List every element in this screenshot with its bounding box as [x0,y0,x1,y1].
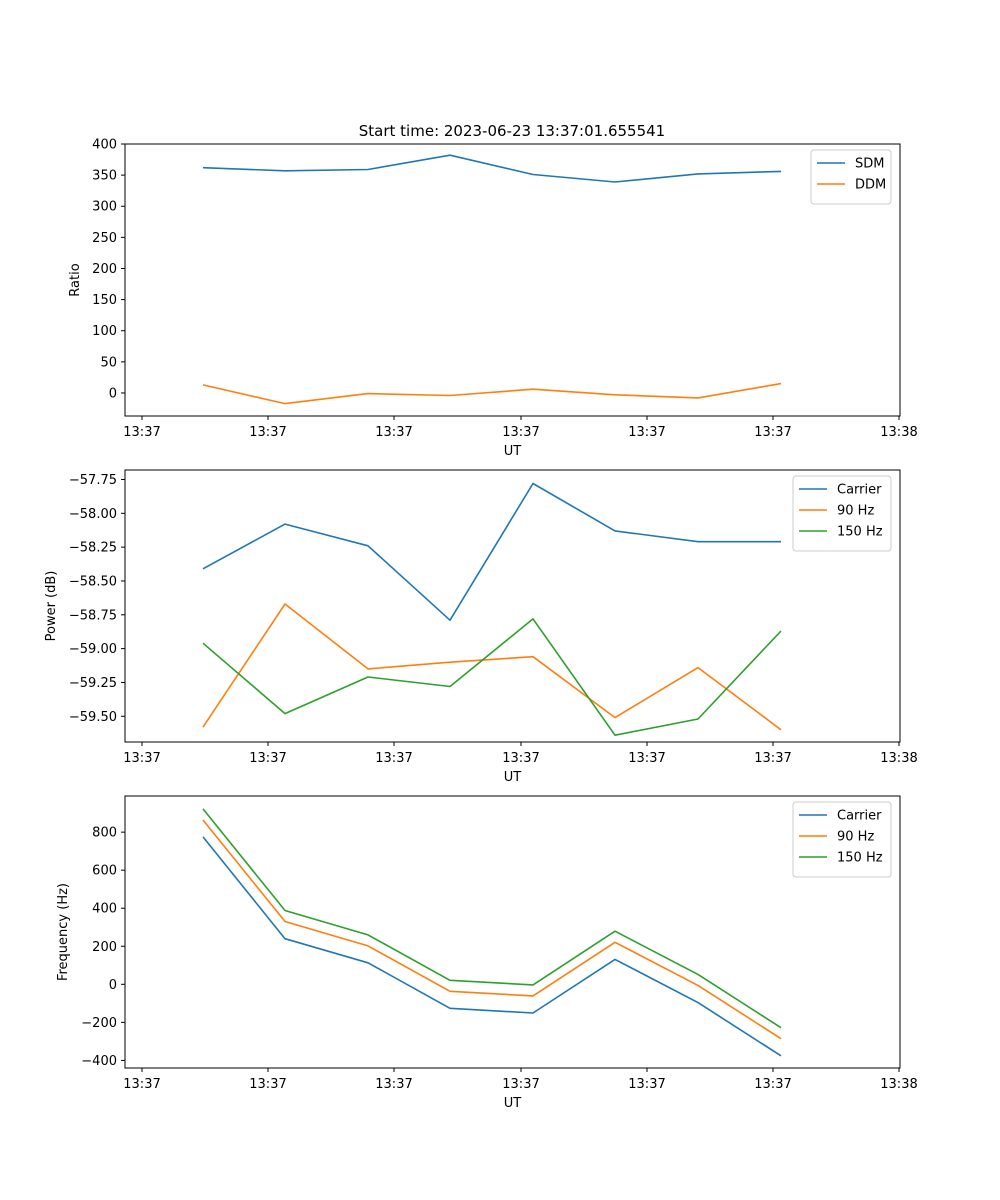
x-tick-label: 13:37 [754,1077,791,1092]
y-tick-label: 0 [109,386,117,401]
y-tick-label: −58.50 [69,574,117,589]
plot-frame [124,143,901,417]
series-line-150-hz [202,808,782,1029]
x-tick-label: 13:37 [375,425,412,440]
x-tick-label: 13:37 [375,751,412,766]
y-tick-label: 800 [92,826,117,841]
y-tick-label: −200 [81,1016,117,1031]
panel-2: 13:37 13:37 13:37 13:37 13:37 13:37 13:38 −59.5… [44,469,918,785]
panel-1: 13:37 13:37 13:37 13:37 13:37 13:37 13:38 0 50 10… [68,138,918,460]
x-tick-label: 13:38 [880,1077,917,1092]
legend-box [792,801,892,878]
chart-panels: 13:37 13:37 13:37 13:37 13:37 13:37 13:38 0 50 10… [44,138,918,1112]
legend-label: 90 Hz [837,504,874,519]
x-tick-label: 13:37 [628,425,665,440]
x-tick-label: 13:37 [249,751,286,766]
legend-label: Carrier [837,809,882,824]
y-tick-label: 200 [92,940,117,955]
legend: Carrier 90 Hz 150 Hz [792,475,892,552]
x-tick-label: 13:38 [880,425,917,440]
series-line-carrier [202,482,781,622]
y-axis-label: Power (dB) [44,571,59,642]
x-tick-label: 13:37 [123,751,160,766]
figure-title: Start time: 2023-06-23 13:37:01.655541 [359,122,665,140]
legend-box [792,475,892,552]
x-tick-label: 13:37 [123,425,160,440]
series-line-sdm [202,154,782,183]
x-tick-label: 13:37 [502,751,539,766]
legend: SDM DDM [810,149,892,205]
y-tick-label: 400 [92,902,117,917]
x-axis-label: UT [504,444,522,459]
series-line-90-hz [202,819,782,1040]
legend-label: 150 Hz [837,525,883,540]
legend-label: DDM [855,178,886,193]
plot-frame [124,469,901,743]
x-axis-label: UT [504,1096,522,1111]
y-tick-label: −59.25 [69,676,117,691]
y-tick-label: −58.00 [69,507,117,522]
y-tick-label: 50 [100,355,117,370]
x-tick-label: 13:38 [880,751,917,766]
legend-label: 150 Hz [837,851,883,866]
x-tick-label: 13:37 [628,1077,665,1092]
x-tick-label: 13:37 [249,1077,286,1092]
plot-frame [124,795,901,1069]
y-tick-label: 300 [92,200,117,215]
x-tick-label: 13:37 [628,751,665,766]
y-tick-label: 100 [92,324,117,339]
legend: Carrier 90 Hz 150 Hz [792,801,892,878]
series-line-carrier [202,836,782,1057]
y-axis-label: Frequency (Hz) [56,883,71,981]
y-tick-label: −58.75 [69,608,117,623]
y-tick-label: 150 [92,293,117,308]
y-tick-label: 600 [92,864,117,879]
x-tick-label: 13:37 [754,751,791,766]
x-tick-label: 13:37 [375,1077,412,1092]
y-tick-label: −59.50 [69,710,117,725]
series-line-90-hz [202,603,782,731]
x-tick-label: 13:37 [502,1077,539,1092]
y-tick-label: 0 [109,978,117,993]
x-tick-label: 13:37 [123,1077,160,1092]
y-tick-label: −400 [81,1054,117,1069]
y-tick-label: −59.00 [69,642,117,657]
x-tick-label: 13:37 [249,425,286,440]
y-tick-label: 350 [92,169,117,184]
legend-label: SDM [855,157,884,172]
series-line-ddm [202,382,782,405]
x-tick-label: 13:37 [754,425,791,440]
y-tick-label: −58.25 [69,541,117,556]
y-tick-label: 250 [92,231,117,246]
panel-3: 13:37 13:37 13:37 13:37 13:37 13:37 13:38 −400 −… [56,795,918,1111]
y-axis-label: Ratio [68,263,83,296]
series-line-150-hz [202,618,782,737]
legend-label: 90 Hz [837,830,874,845]
y-tick-label: 200 [92,262,117,277]
legend-label: Carrier [837,483,882,498]
y-tick-label: 400 [92,138,117,153]
x-axis-label: UT [504,770,522,785]
y-tick-label: −57.75 [69,473,117,488]
x-tick-label: 13:37 [502,425,539,440]
